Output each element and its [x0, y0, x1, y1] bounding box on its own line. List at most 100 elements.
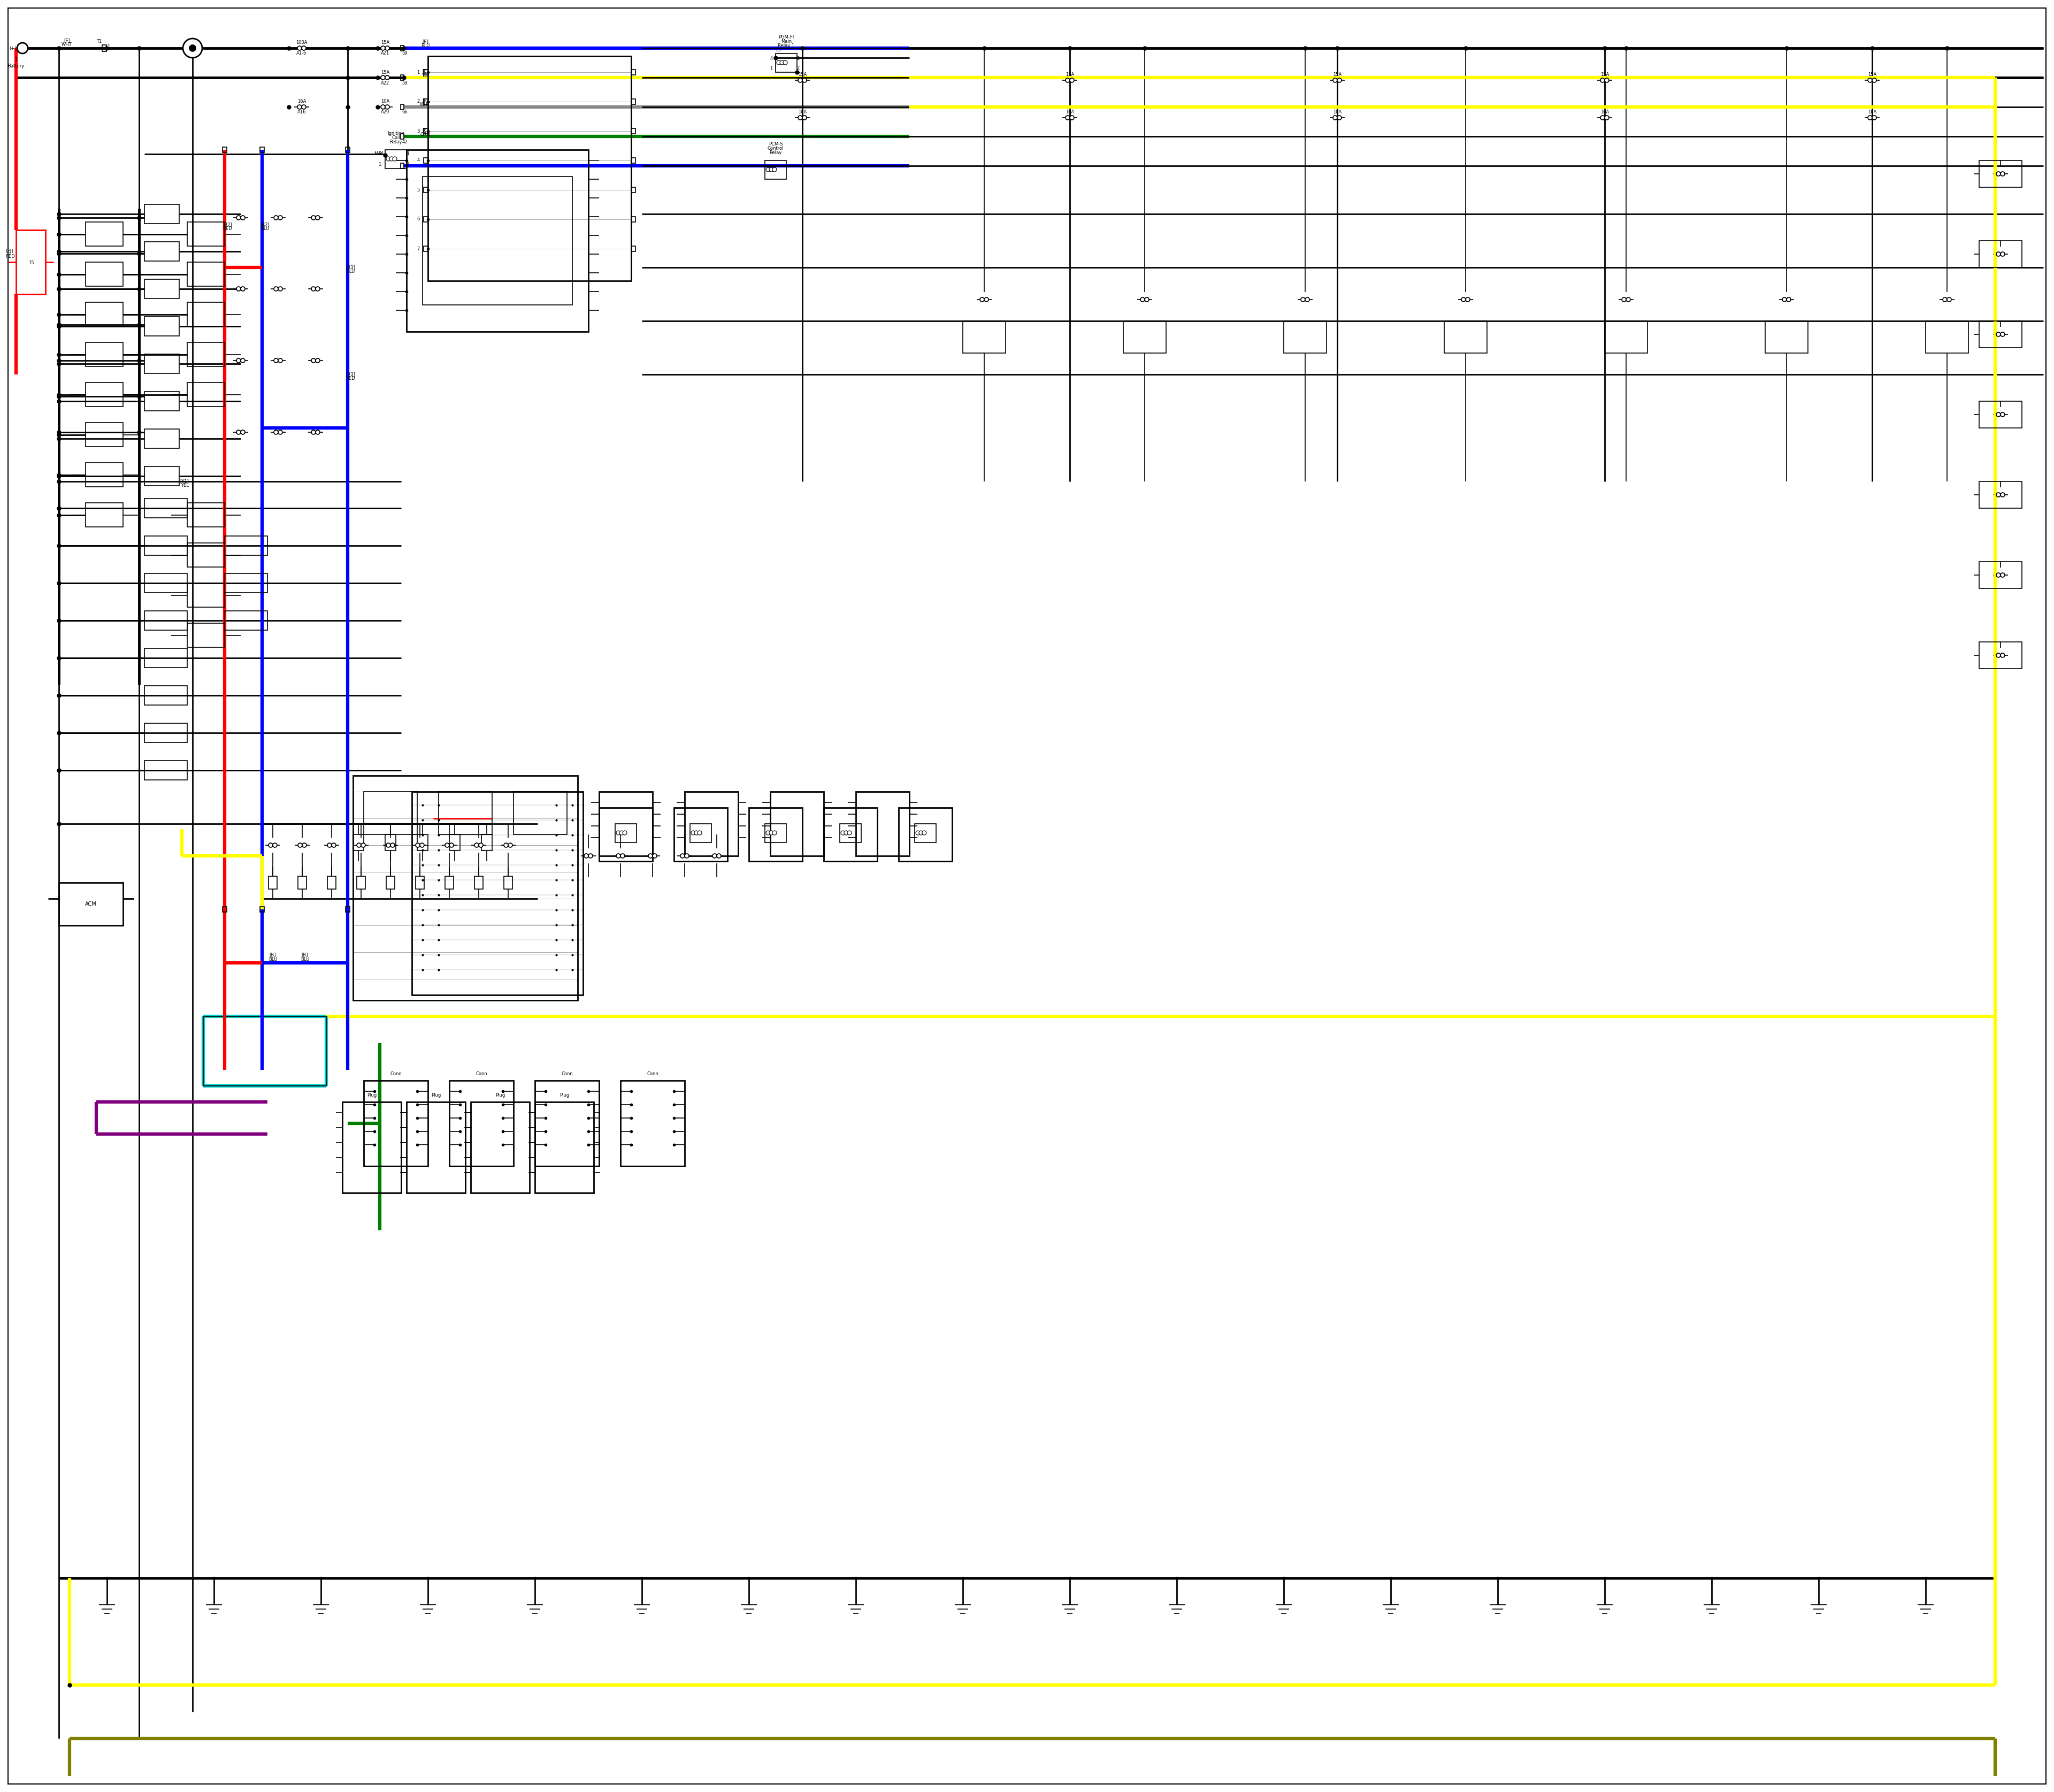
Circle shape [298, 842, 302, 848]
Bar [224, 536, 267, 556]
Bar [1980, 561, 2021, 588]
Bar [413, 792, 583, 995]
Bar [1444, 321, 1487, 353]
Text: 7: 7 [417, 246, 419, 251]
Circle shape [390, 842, 394, 848]
Text: 10A: 10A [1600, 109, 1608, 115]
Bar [144, 536, 187, 556]
Bar [423, 158, 427, 163]
Bar [16, 229, 45, 294]
Text: [B3]: [B3] [345, 265, 355, 271]
Circle shape [236, 358, 240, 362]
Circle shape [684, 853, 688, 858]
Text: GRN: GRN [421, 133, 429, 136]
Circle shape [236, 215, 240, 220]
Bar [144, 649, 187, 668]
Bar [144, 611, 187, 631]
Text: A21: A21 [380, 52, 390, 56]
Bar [534, 1081, 600, 1167]
Text: 3: 3 [797, 56, 799, 61]
Circle shape [694, 831, 698, 835]
Circle shape [768, 167, 774, 172]
Text: [B2]: [B2] [261, 222, 269, 228]
Circle shape [649, 853, 653, 858]
Bar [86, 382, 123, 407]
Circle shape [1627, 297, 1631, 301]
Circle shape [277, 358, 283, 362]
Text: 1: 1 [378, 163, 382, 167]
Bar [631, 129, 635, 134]
Bar [144, 724, 187, 742]
Bar [60, 883, 123, 925]
Text: 15A: 15A [799, 72, 807, 77]
Text: Conn: Conn [477, 1072, 487, 1077]
Circle shape [386, 156, 390, 161]
Bar [423, 246, 427, 251]
Text: (+): (+) [10, 47, 16, 50]
Bar [345, 907, 349, 912]
Text: 1: 1 [417, 70, 419, 75]
Text: [E]: [E] [421, 39, 429, 45]
Circle shape [277, 287, 283, 290]
Bar [345, 147, 349, 152]
Bar [1980, 161, 2021, 186]
Bar [1980, 401, 2021, 428]
Bar [503, 876, 511, 889]
Bar [423, 99, 427, 104]
Bar [407, 151, 587, 332]
Text: 4: 4 [417, 158, 419, 163]
Circle shape [16, 43, 29, 54]
Bar [187, 303, 224, 326]
Circle shape [1867, 79, 1871, 82]
Text: 2: 2 [417, 99, 419, 104]
Text: 4: 4 [407, 152, 409, 156]
Circle shape [380, 75, 386, 79]
Circle shape [2001, 573, 2005, 577]
Bar [144, 355, 179, 373]
Text: 1: 1 [770, 66, 772, 72]
Bar [86, 342, 123, 366]
Circle shape [1871, 79, 1877, 82]
Text: 100A: 100A [296, 41, 308, 45]
Circle shape [766, 831, 770, 835]
Bar [1764, 321, 1808, 353]
Circle shape [269, 842, 273, 848]
Circle shape [302, 47, 306, 50]
Bar [144, 573, 187, 593]
Bar [423, 70, 427, 75]
Circle shape [984, 297, 988, 301]
Text: Plug: Plug [559, 1093, 569, 1098]
Bar [103, 45, 107, 52]
Bar [144, 204, 179, 224]
Text: 3: 3 [417, 129, 419, 133]
Bar [327, 876, 337, 889]
Bar [144, 498, 187, 518]
Circle shape [781, 61, 785, 65]
Bar [690, 824, 711, 842]
Bar [386, 835, 396, 851]
Bar [353, 776, 577, 1000]
Bar [364, 792, 417, 835]
Bar [187, 582, 224, 607]
Circle shape [713, 853, 717, 858]
Text: L5: L5 [776, 48, 781, 52]
Circle shape [1623, 297, 1627, 301]
Text: Conn: Conn [647, 1072, 659, 1077]
Bar [963, 321, 1006, 353]
Circle shape [1460, 297, 1467, 301]
Bar [631, 158, 635, 163]
Text: [E]: [E] [421, 68, 429, 73]
Circle shape [772, 831, 776, 835]
Bar [631, 246, 635, 251]
Bar [187, 222, 224, 246]
Bar [343, 1102, 401, 1193]
Circle shape [240, 287, 244, 290]
Bar [187, 382, 224, 407]
Circle shape [298, 106, 302, 109]
Bar [764, 824, 787, 842]
Bar [770, 792, 824, 857]
Circle shape [273, 287, 277, 290]
Bar [222, 147, 226, 152]
Text: 15A: 15A [1600, 72, 1608, 77]
Circle shape [386, 842, 390, 848]
